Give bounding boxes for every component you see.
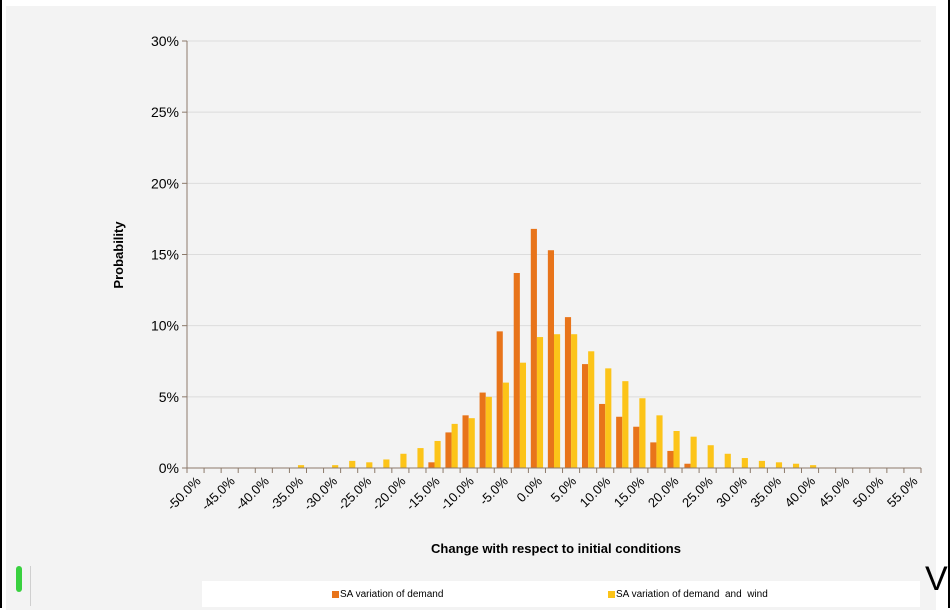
bar-demand-wind — [536, 337, 544, 468]
x-tick-label: -40.0% — [232, 473, 272, 513]
x-tick-label: -50.0% — [164, 473, 204, 513]
bar-demand-wind — [792, 463, 800, 468]
x-axis-label: Change with respect to initial condition… — [431, 541, 681, 556]
x-tick-label: 10.0% — [577, 473, 614, 510]
legend-item-demand: SA variation of demand — [332, 589, 443, 600]
bar-demand — [530, 228, 537, 468]
y-tick-label: 0% — [159, 460, 179, 476]
bar-demand — [479, 392, 486, 468]
x-tick-label: 20.0% — [645, 473, 682, 510]
y-tick-label: 15% — [151, 247, 179, 263]
bar-demand — [445, 432, 452, 468]
y-axis-label: Probability — [111, 221, 126, 289]
divider — [30, 566, 31, 606]
bar-demand-wind — [810, 465, 817, 468]
bar-demand — [581, 364, 589, 468]
bar-demand-wind — [297, 465, 305, 468]
bar-demand-wind — [690, 436, 697, 468]
bar-demand — [633, 426, 640, 468]
bar-demand-wind — [775, 462, 783, 468]
x-tick-label: -35.0% — [266, 473, 306, 513]
bar-demand-wind — [349, 460, 356, 468]
logo-fragment: V — [925, 560, 948, 598]
bar-demand-wind — [434, 440, 441, 468]
bar-demand-wind — [605, 368, 612, 468]
bar-demand-wind — [366, 462, 373, 468]
x-tick-label: 50.0% — [850, 473, 887, 510]
bar-demand-wind — [639, 398, 646, 468]
bar-demand-wind — [468, 418, 475, 468]
x-tick-label: 15.0% — [611, 473, 648, 510]
bars — [297, 228, 817, 468]
x-tick-label: -10.0% — [437, 473, 477, 513]
x-tick-label: -30.0% — [300, 473, 340, 513]
x-tick-label: 5.0% — [548, 473, 580, 505]
legend-label-demand: SA variation of demand — [340, 589, 444, 600]
y-tick-label: 20% — [151, 175, 179, 191]
legend: SA variation of demand SA variation of d… — [202, 581, 920, 607]
bar-demand — [684, 463, 691, 468]
bar-demand-wind — [758, 460, 765, 468]
y-tick-label: 5% — [159, 389, 179, 405]
bar-demand — [462, 415, 469, 468]
bar-demand — [650, 442, 657, 468]
legend-swatch-demand — [332, 591, 339, 598]
bar-demand — [547, 250, 554, 468]
legend-item-demand-wind: SA variation of demand and wind — [608, 589, 768, 600]
bar-demand-wind — [417, 448, 424, 468]
bar-demand — [616, 416, 623, 468]
bar-demand-wind — [673, 430, 680, 468]
x-tick-label: 25.0% — [679, 473, 716, 510]
bar-demand-wind — [554, 334, 561, 468]
x-tick-label: 55.0% — [884, 473, 921, 510]
green-marker — [16, 566, 22, 592]
bar-demand-wind — [724, 453, 731, 468]
x-tick-label: -25.0% — [335, 473, 375, 513]
bar-demand-wind — [400, 453, 407, 468]
x-tick-label: 35.0% — [747, 473, 784, 510]
x-tick-label: -20.0% — [369, 473, 409, 513]
x-tick-label: 30.0% — [713, 473, 750, 510]
x-tick-label: 40.0% — [781, 473, 818, 510]
bar-demand — [513, 273, 520, 468]
y-tick-label: 25% — [151, 104, 179, 120]
bar-demand-wind — [707, 445, 714, 468]
bar-demand-wind — [332, 465, 339, 468]
bar-demand-wind — [519, 362, 527, 468]
x-tick-label: -5.0% — [476, 473, 511, 508]
bar-demand-wind — [451, 423, 458, 468]
bar-demand — [667, 450, 674, 468]
bar-demand — [496, 331, 503, 468]
bar-demand-wind — [485, 396, 492, 468]
legend-label-demand-wind: SA variation of demand and wind — [616, 589, 768, 600]
bar-demand — [428, 462, 435, 468]
legend-swatch-demand-wind — [608, 591, 615, 598]
y-tick-label: 10% — [151, 318, 179, 334]
bar-demand-wind — [571, 334, 578, 468]
x-tick-label: 45.0% — [816, 473, 853, 510]
bar-demand-wind — [656, 415, 663, 468]
bar-demand-wind — [622, 381, 629, 468]
x-tick-label: -45.0% — [198, 473, 238, 513]
bar-demand-wind — [741, 458, 748, 468]
bar-demand-wind — [383, 459, 390, 468]
x-tick-label: -15.0% — [403, 473, 443, 513]
bar-demand-wind — [502, 382, 509, 468]
y-tick-label: 30% — [151, 33, 179, 49]
chart-panel — [6, 6, 936, 610]
bar-demand — [564, 317, 572, 468]
x-tick-label: 0.0% — [513, 473, 545, 505]
bar-demand — [599, 403, 606, 468]
bar-demand-wind — [588, 351, 595, 468]
